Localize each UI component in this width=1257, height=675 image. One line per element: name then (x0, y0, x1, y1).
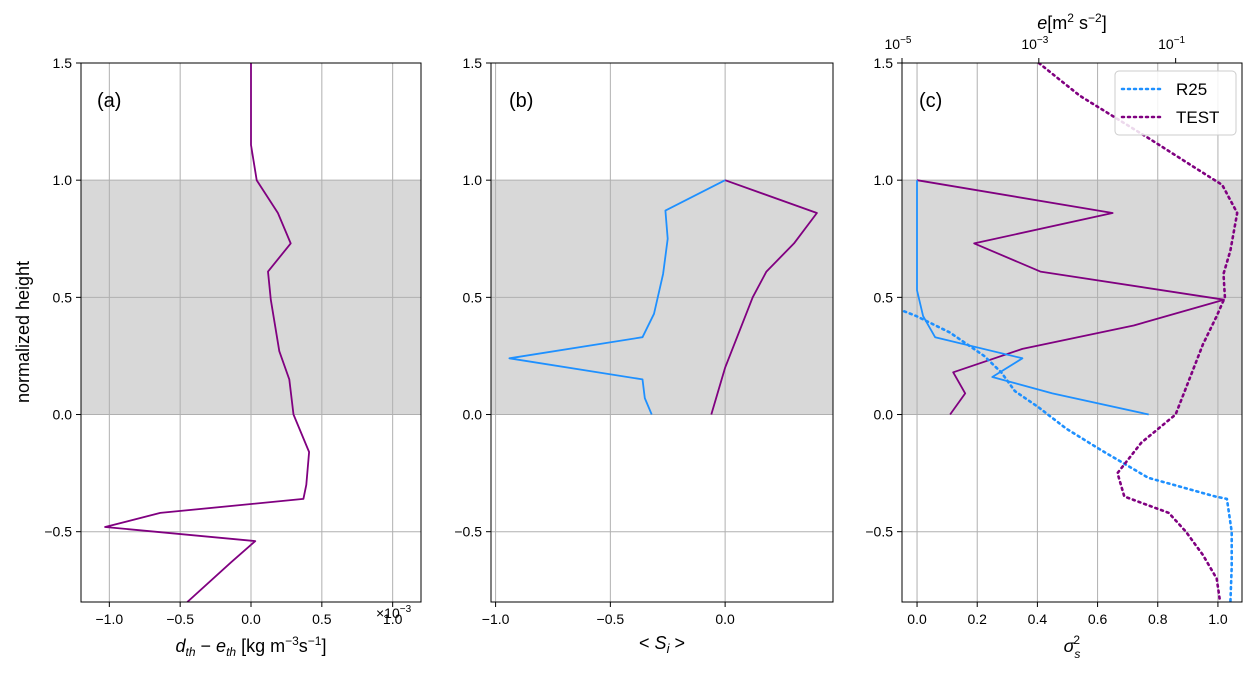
x-axis-label-b: < Si > (639, 633, 685, 656)
plot-area-c (902, 63, 1239, 602)
x-tick-label-c-3: 0.6 (1088, 611, 1108, 627)
y-tick-label-a-0: −0.5 (44, 524, 72, 540)
series-line-c-purple-solid (916, 179, 1225, 416)
x-ticks-c: 0.0 0.2 0.4 0.6 0.8 1.0 (907, 602, 1228, 627)
x-axis-label-a: dth − eth [kg m−3s−1] (176, 634, 327, 659)
legend: R25 TEST (1114, 70, 1237, 136)
x-tick-label-a-1: −0.5 (166, 611, 194, 627)
panel-c: 0.0 0.2 0.4 0.6 0.8 1.0 10−5 10−3 10−1 −0.50.00… (865, 11, 1243, 661)
y-ticks-c: −0.5 0.0 0.5 1.0 1.5 (865, 55, 902, 540)
x-tick-label-a-2: 0.0 (241, 611, 261, 627)
y-tick-label-a-3: 1.0 (53, 172, 73, 188)
x-axis-label-c: σs2 (1064, 633, 1081, 661)
plot-area-b (508, 179, 818, 415)
top-x-axis-label-c: e[m2 s−2] (1037, 11, 1106, 33)
y-tick-label-a-2: 0.5 (53, 289, 73, 305)
frame-c (901, 62, 1243, 603)
x-tick-label-a-4: 1.0 (383, 611, 403, 627)
x-tick-label-b-1: −0.5 (597, 611, 625, 627)
y-tick-label-c-3: 1.0 (874, 172, 894, 188)
x-tick-label-c-0: 0.0 (907, 611, 927, 627)
series-line-c-blue-solid (916, 180, 1149, 416)
y-tick-label-c-2: 0.5 (874, 289, 894, 305)
panel-label-a: (a) (97, 90, 121, 112)
plot-area-a (104, 63, 311, 602)
panel-b: −1.0 −0.5 0.0 −0.5 0.0 0.5 1.0 1.5 (b) < Si > (454, 55, 834, 656)
y-tick-label-b-1: 0.0 (463, 407, 483, 423)
panel-label-b: (b) (509, 90, 533, 112)
x-tick-label-c-4: 0.8 (1148, 611, 1168, 627)
y-tick-label-c-4: 1.5 (874, 55, 894, 71)
x-tick-label-b-2: 0.0 (715, 611, 735, 627)
panel-label-c: (c) (919, 90, 942, 112)
panel-a: −1.0 −0.5 0.0 0.5 1.0 −0.5 0.0 0.5 1.0 1.5 (a) ×… (13, 55, 422, 659)
y-ticks-b: −0.5 0.0 0.5 1.0 1.5 (454, 55, 491, 540)
y-ticks-a: −0.5 0.0 0.5 1.0 1.5 (44, 55, 81, 540)
grid-c (902, 62, 1242, 602)
axes-frame-b (490, 62, 834, 603)
top-x-ticks-c: 10−5 10−3 10−1 (885, 35, 1186, 63)
series-line-b-blue-solid (508, 179, 726, 415)
y-tick-label-b-0: −0.5 (454, 524, 482, 540)
y-tick-label-b-4: 1.5 (463, 55, 483, 71)
y-tick-label-c-0: −0.5 (865, 524, 893, 540)
frame-b (490, 62, 834, 603)
y-axis-label: normalized height (13, 261, 33, 403)
x-tick-label-c-2: 0.4 (1028, 611, 1048, 627)
top-x-tick-label-c-2: 10−1 (1158, 35, 1185, 52)
x-tick-label-c-5: 1.0 (1208, 611, 1228, 627)
y-tick-label-b-2: 0.5 (463, 289, 483, 305)
x-tick-label-c-1: 0.2 (967, 611, 987, 627)
x-multiplier-a: ×10−3 (376, 604, 412, 621)
series-line-b-purple-solid (710, 179, 818, 415)
series-line-c-r25 (902, 309, 1233, 602)
x-ticks-a: −1.0 −0.5 0.0 0.5 1.0 (96, 602, 403, 627)
series-line-a-purple-solid (104, 63, 311, 602)
axes-frame-c (901, 62, 1243, 603)
x-tick-label-a-0: −1.0 (96, 611, 124, 627)
y-tick-label-c-1: 0.0 (874, 407, 894, 423)
x-tick-label-b-0: −1.0 (482, 611, 510, 627)
x-tick-label-a-3: 0.5 (312, 611, 332, 627)
y-tick-label-b-3: 1.0 (463, 172, 483, 188)
legend-label-r25: R25 (1176, 80, 1207, 99)
legend-box (1114, 70, 1237, 136)
x-ticks-b: −1.0 −0.5 0.0 (482, 602, 735, 627)
top-x-tick-label-c-0: 10−5 (885, 35, 912, 52)
series-line-c-test (1037, 63, 1239, 602)
y-tick-label-a-1: 0.0 (53, 407, 73, 423)
top-x-tick-label-c-1: 10−3 (1021, 35, 1048, 52)
legend-label-test: TEST (1176, 108, 1219, 127)
y-tick-label-a-4: 1.5 (53, 55, 73, 71)
